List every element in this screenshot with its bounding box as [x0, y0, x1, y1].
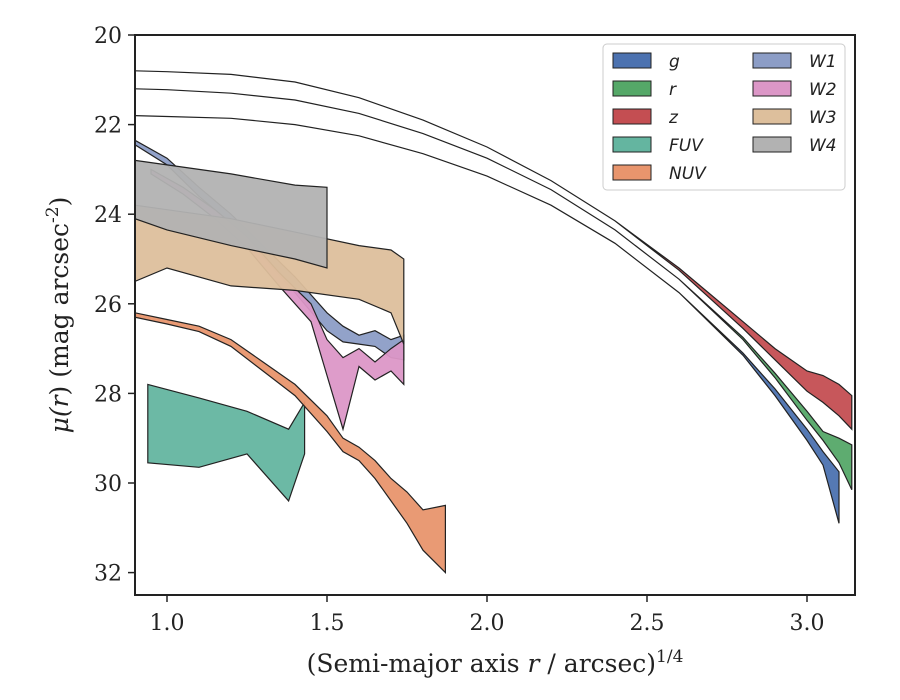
series-areas: [135, 70, 853, 575]
legend-swatch-fuv: [612, 136, 652, 153]
x-axis-ticks: 1.0 1.5 2.0 2.5 3.0: [150, 595, 825, 636]
legend-label-w4: W4: [809, 136, 837, 156]
x-tick-label: 1.5: [310, 611, 345, 636]
y-tick-label: 20: [94, 24, 122, 49]
y-tick-label: 32: [94, 562, 122, 587]
legend-label-nuv: NUV: [669, 164, 707, 184]
series-area-fuv: [147, 383, 306, 503]
y-tick-label: 28: [94, 382, 122, 407]
series-area-w4: [135, 159, 328, 269]
legend-swatch-w3: [752, 108, 792, 125]
y-tick-label: 22: [94, 114, 122, 139]
y-tick-label: 30: [94, 472, 122, 497]
x-tick-label: 1.0: [150, 611, 185, 636]
series-area-nuv: [135, 312, 446, 575]
legend-swatch-z: [612, 108, 652, 125]
series-area-z: [135, 70, 853, 431]
legend-swatch-w1: [752, 52, 792, 69]
series-area-g: [135, 115, 840, 524]
legend-label-g: g: [669, 52, 680, 72]
legend-swatch-g: [612, 52, 652, 69]
x-tick-label: 2.5: [630, 611, 665, 636]
legend-label-fuv: FUV: [669, 136, 704, 156]
legend-swatch-r: [612, 80, 652, 97]
y-tick-label: 26: [94, 293, 122, 318]
legend-label-w1: W1: [809, 52, 837, 72]
y-tick-label: 24: [94, 203, 122, 228]
legend-swatch-w2: [752, 80, 792, 97]
legend-swatch-w4: [752, 136, 792, 153]
legend-label-z: z: [668, 108, 679, 128]
legend-swatch-nuv: [612, 164, 652, 181]
legend-label-w3: W3: [809, 108, 837, 128]
y-axis-ticks: 20 22 24 26 28 30 32: [94, 24, 135, 587]
plot-frame: [134, 34, 856, 596]
series-area-r: [135, 88, 853, 490]
legend-label-r: r: [669, 80, 677, 100]
legend: grz FUV NUV W1 W2 W3 W4: [602, 43, 846, 191]
legend-label-w2: W2: [809, 80, 837, 100]
x-tick-label: 2.0: [470, 611, 505, 636]
x-tick-label: 3.0: [790, 611, 825, 636]
y-axis-label: μ(r) (mag arcsec-2): [43, 197, 74, 434]
x-axis-label: (Semi-major axis r / arcsec)1/4: [307, 647, 684, 678]
